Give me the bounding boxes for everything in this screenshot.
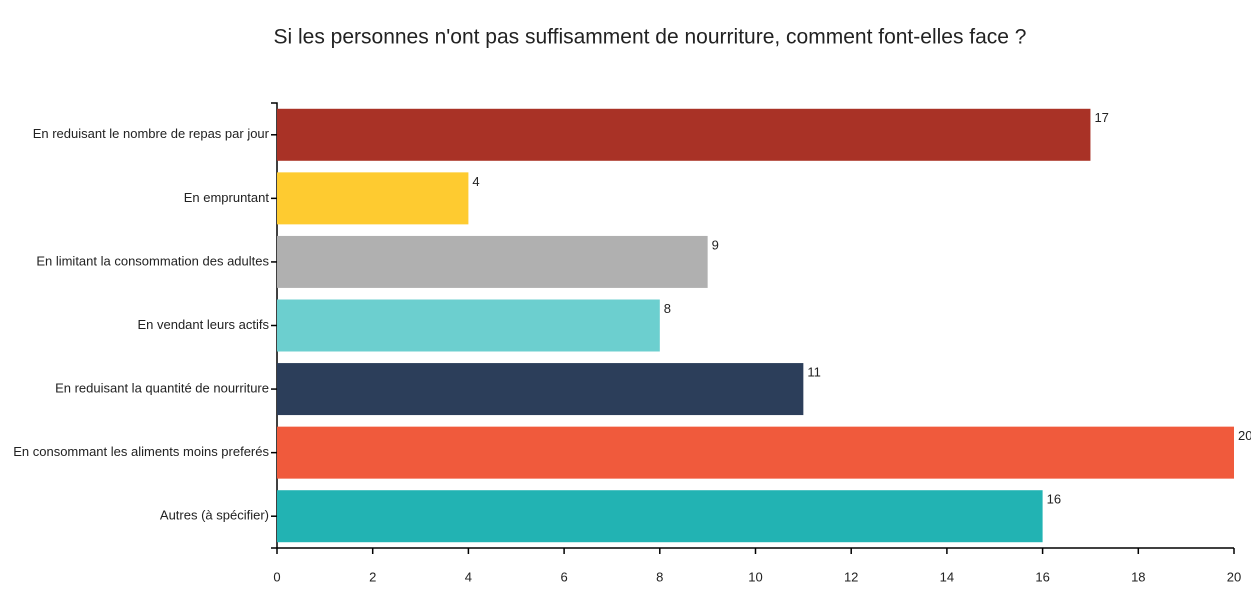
- y-tick-label: En limitant la consommation des adultes: [36, 253, 269, 268]
- value-label: 4: [472, 174, 479, 189]
- value-label: 11: [807, 365, 821, 380]
- x-tick-label: 4: [465, 569, 472, 584]
- x-tick-label: 8: [656, 569, 663, 584]
- bar: [277, 363, 804, 416]
- bar: [277, 426, 1234, 479]
- value-label: 9: [712, 237, 719, 252]
- x-tick-label: 6: [560, 569, 567, 584]
- bar: [277, 108, 1091, 161]
- bar: [277, 299, 660, 352]
- y-tick-label: En reduisant la quantité de nourriture: [55, 381, 269, 396]
- value-label: 16: [1047, 492, 1061, 507]
- x-tick-label: 0: [273, 569, 280, 584]
- y-tick-label: En vendant leurs actifs: [137, 317, 269, 332]
- x-tick-label: 14: [940, 569, 954, 584]
- chart-title: Si les personnes n'ont pas suffisamment …: [273, 26, 1026, 49]
- x-tick-label: 2: [369, 569, 376, 584]
- bar: [277, 172, 469, 225]
- y-tick-label: En empruntant: [184, 190, 270, 205]
- y-tick-label: En consommant les aliments moins preferé…: [13, 444, 269, 459]
- value-label: 17: [1094, 110, 1108, 125]
- x-tick-label: 16: [1035, 569, 1049, 584]
- value-label: 8: [664, 301, 671, 316]
- y-tick-label: En reduisant le nombre de repas par jour: [33, 126, 270, 141]
- x-tick-label: 20: [1227, 569, 1241, 584]
- value-label: 20: [1238, 428, 1251, 443]
- y-tick-label: Autres (à spécifier): [160, 508, 269, 523]
- x-tick-label: 12: [844, 569, 858, 584]
- bar: [277, 235, 708, 288]
- x-tick-label: 10: [748, 569, 762, 584]
- bar: [277, 490, 1043, 543]
- x-tick-label: 18: [1131, 569, 1145, 584]
